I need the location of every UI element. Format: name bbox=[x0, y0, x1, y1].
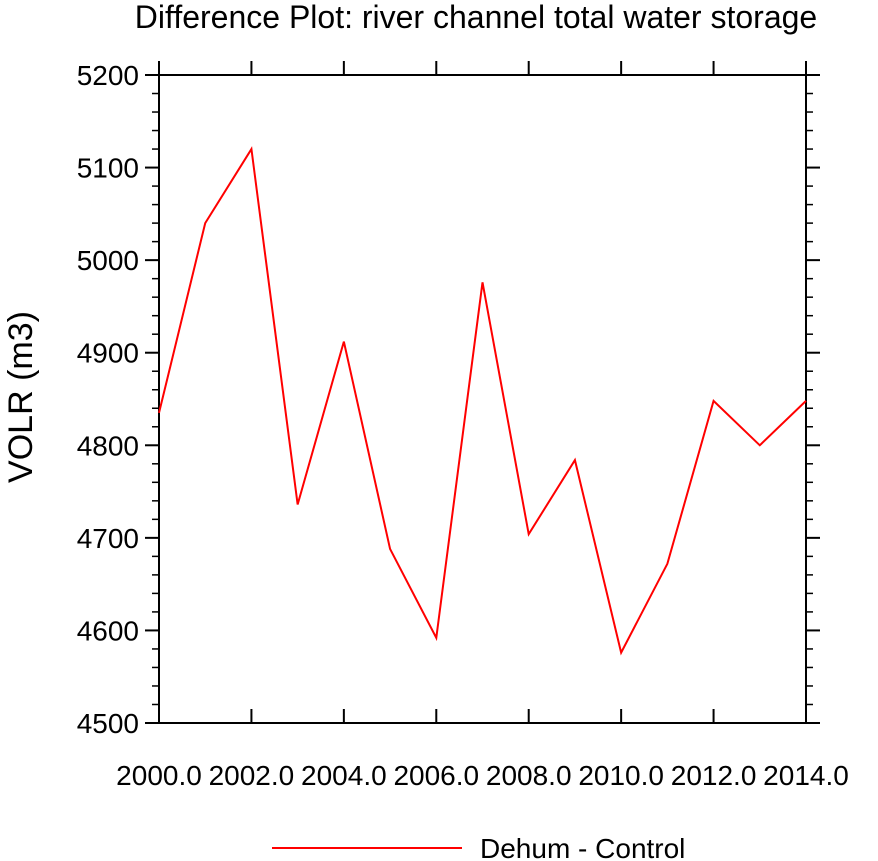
chart-title: Difference Plot: river channel total wat… bbox=[135, 0, 817, 35]
x-tick-label: 2006.0 bbox=[393, 760, 479, 791]
legend: Dehum - Control bbox=[272, 833, 685, 861]
x-tick-label: 2000.0 bbox=[116, 760, 202, 791]
y-axis-label: VOLR (m3) bbox=[2, 311, 40, 483]
x-tick-label: 2012.0 bbox=[671, 760, 757, 791]
plot-frame-rect bbox=[158, 74, 807, 724]
axis-ticks bbox=[145, 61, 820, 724]
plot-frame bbox=[158, 74, 807, 724]
x-tick-labels: 2000.0 2002.0 2004.0 2006.0 2008.0 2010.0 2012… bbox=[116, 760, 849, 791]
series-line bbox=[158, 146, 807, 656]
x-tick-label: 2014.0 bbox=[763, 760, 849, 791]
x-tick-label: 2004.0 bbox=[301, 760, 387, 791]
y-tick-label: 4800 bbox=[77, 430, 139, 461]
x-tick-label: 2008.0 bbox=[486, 760, 572, 791]
legend-label: Dehum - Control bbox=[480, 833, 685, 861]
y-tick-label: 4700 bbox=[77, 523, 139, 554]
x-tick-label: 2010.0 bbox=[578, 760, 664, 791]
y-tick-label: 5000 bbox=[77, 245, 139, 276]
series-lines bbox=[158, 146, 807, 656]
y-tick-label: 4600 bbox=[77, 615, 139, 646]
y-tick-label: 4500 bbox=[77, 708, 139, 739]
y-tick-labels: 4500 4600 4700 4800 4900 5000 5100 5200 bbox=[77, 60, 139, 739]
y-tick-label: 4900 bbox=[77, 338, 139, 369]
x-tick-label: 2002.0 bbox=[209, 760, 295, 791]
y-tick-label: 5100 bbox=[77, 153, 139, 184]
y-tick-label: 5200 bbox=[77, 60, 139, 91]
